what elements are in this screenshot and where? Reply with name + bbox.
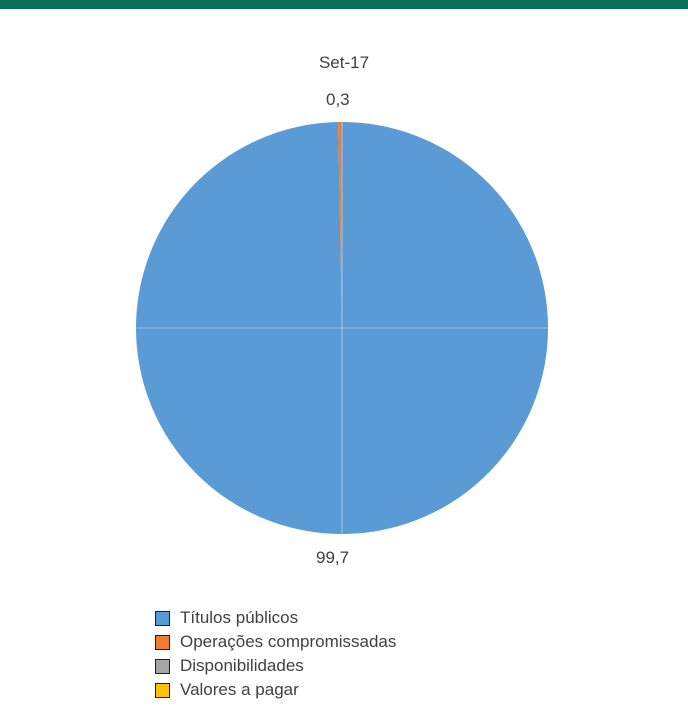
legend-label: Disponibilidades [180, 656, 304, 675]
pie-chart [136, 122, 549, 534]
legend-item-operacoes-compromissadas: Operações compromissadas [155, 630, 396, 654]
legend-swatch [155, 634, 170, 650]
legend-swatch [155, 682, 170, 698]
chart-title: Set-17 [318, 53, 370, 72]
data-label-operacoes-compromissadas: 0,3 [326, 90, 350, 109]
legend-label: Títulos públicos [180, 608, 299, 627]
legend-swatch [155, 658, 170, 674]
legend-item-disponibilidades: Disponibilidades [155, 654, 396, 678]
top-accent-bar [0, 0, 688, 9]
legend: Títulos públicos Operações compromissada… [155, 606, 396, 702]
legend-label: Operações compromissadas [180, 632, 397, 651]
legend-label: Valores a pagar [180, 680, 299, 699]
data-label-titulos-publicos: 99,7 [316, 548, 350, 567]
legend-item-titulos-publicos: Títulos públicos [155, 606, 396, 630]
pie-slice-opera-es-compromissadas [338, 122, 342, 328]
legend-swatch [155, 610, 170, 626]
legend-item-valores-a-pagar: Valores a pagar [155, 678, 396, 702]
